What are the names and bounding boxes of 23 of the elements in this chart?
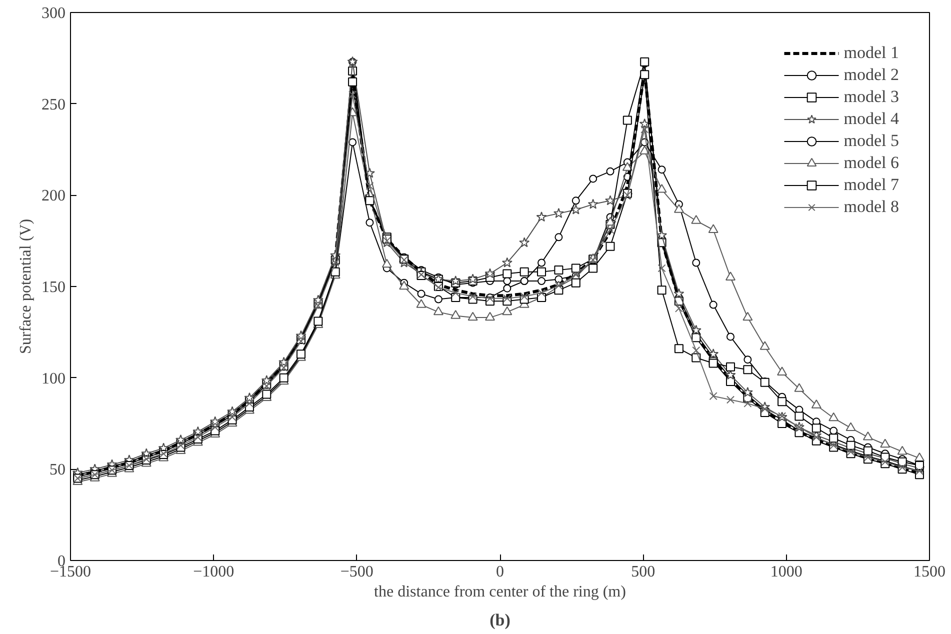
x-tick-label: 1500	[914, 564, 946, 580]
x-tick-label: 0	[496, 564, 504, 580]
y-tick-label: 300	[42, 5, 66, 22]
y-tick-label: 100	[42, 370, 66, 388]
legend-label: model 8	[844, 196, 899, 218]
x-tick-label: 1000	[770, 564, 802, 580]
y-tick-label: 250	[42, 96, 66, 114]
x-tick-label: −1000	[193, 564, 234, 580]
x-tick-label: 500	[631, 564, 656, 580]
x-axis-title: the distance from center of the ring (m)	[374, 584, 626, 600]
y-tick-label: 200	[42, 188, 66, 205]
legend-label: model 6	[844, 152, 899, 174]
text: (b)	[490, 610, 510, 630]
legend-label: model 7	[844, 174, 899, 196]
y-tick-label: 50	[50, 462, 66, 479]
y-tick-label: 150	[42, 279, 66, 296]
legend-label: model 2	[844, 64, 899, 86]
legend-label: model 4	[844, 108, 899, 130]
x-tick-label: −500	[340, 564, 374, 580]
legend-label: model 3	[844, 86, 899, 108]
legend-label: model 5	[844, 130, 899, 152]
y-axis-title: Surface potential (V)	[18, 218, 34, 354]
legend-label: model 1	[844, 42, 899, 64]
